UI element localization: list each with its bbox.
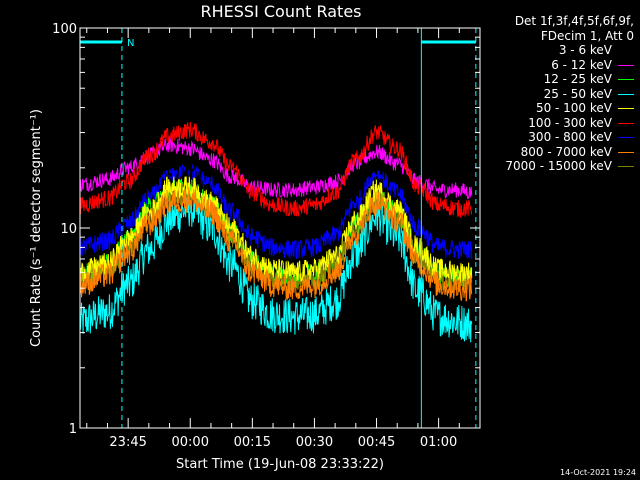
legend-swatch [618,108,634,109]
legend-entry-label: 100 - 300 keV [528,115,612,130]
legend-entry: 12 - 25 keV [464,72,634,87]
generation-timestamp: 14-Oct-2021 19:24 [560,468,636,477]
legend-swatch [618,122,634,124]
x-tick-label: 23:45 [109,435,146,450]
x-tick-label: 00:15 [234,435,271,450]
legend-header-line-2: FDecim 1, Att 0 [540,28,634,43]
axes: 1 10 100 23:45 00:00 00:15 00:30 00:45 01:00 [52,22,481,450]
legend-swatch [618,50,634,51]
legend-entry-label: 50 - 100 keV [535,101,612,115]
legend-swatch [618,151,634,153]
series-line-800-7000-kev [80,187,473,302]
y-tick-label: 100 [52,22,77,37]
x-tick-label: 00:45 [358,435,395,450]
legend-entry-label: 7000 - 15000 keV [505,159,612,173]
y-tick-label: 1 [69,422,77,437]
series-line-100-300-kev [80,121,473,219]
x-tick-label: 00:30 [296,435,333,450]
y-tick-label: 10 [60,222,77,237]
legend-entry: 300 - 800 keV [464,130,634,145]
series-line-300-800-kev [80,164,473,260]
legend-header-line-1: Det 1f,3f,4f,5f,6f,9f, [514,14,634,28]
legend-swatch [618,166,634,167]
legend-entry-label: 25 - 50 keV [543,86,612,101]
x-axis-label: Start Time (19-Jun-08 23:33:22) [176,457,384,472]
legend-entry-label: 3 - 6 keV [558,43,612,57]
legend-entry: 50 - 100 keV [464,101,634,116]
series-line-25-50-kev [80,190,473,343]
x-tick-label: 00:00 [172,435,209,450]
x-tick-label: 01:00 [420,435,457,450]
night-bar-label: N [127,38,134,49]
legend-entry: 3 - 6 keV [464,43,634,58]
plot-area: N [80,28,477,428]
legend-entries: 3 - 6 keV 6 - 12 keV 12 - 25 keV 25 - 50 ke… [464,43,634,174]
legend: Det 1f,3f,4f,5f,6f,9f, FDecim 1, Att 0 3… [464,14,634,174]
legend-entry: 7000 - 15000 keV [464,159,634,174]
legend-entry-label: 6 - 12 keV [551,57,612,72]
legend-entry-label: 12 - 25 keV [543,72,612,86]
series-line-50-100-kev [80,176,473,285]
legend-entry: 25 - 50 keV [464,87,634,102]
legend-entry: 800 - 7000 keV [464,145,634,160]
y-axis-label: Count Rate (s⁻¹ detector segment⁻¹) [29,109,44,347]
legend-entry-label: 300 - 800 keV [528,130,612,144]
chart-title: RHESSI Count Rates [201,2,362,21]
legend-swatch [618,79,634,80]
legend-entry-label: 800 - 7000 keV [520,144,612,159]
legend-swatch [618,64,634,66]
legend-entry: 100 - 300 keV [464,116,634,131]
legend-swatch [618,137,634,138]
legend-swatch [618,93,634,95]
legend-entry: 6 - 12 keV [464,58,634,73]
